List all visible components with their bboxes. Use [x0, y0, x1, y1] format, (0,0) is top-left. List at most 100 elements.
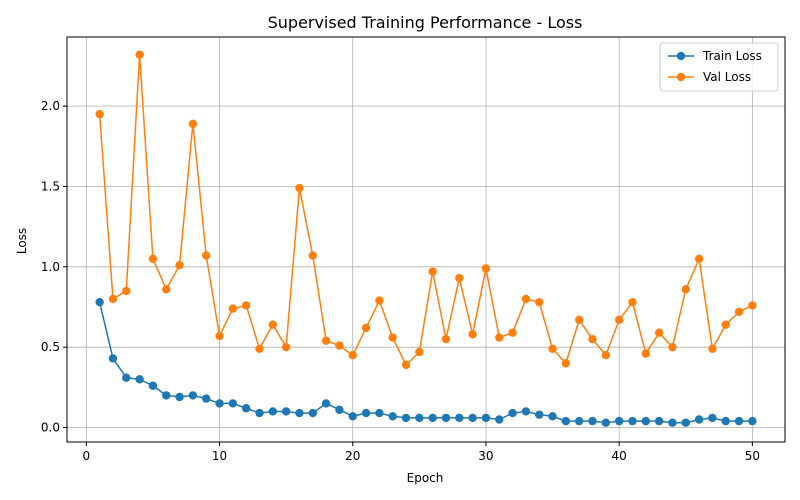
- series-line: [98, 302, 753, 424]
- data-point: [135, 375, 144, 384]
- x-axis-label: Epoch: [407, 471, 444, 485]
- data-point: [335, 405, 344, 415]
- data-point: [628, 297, 637, 307]
- x-tick-label: 40: [612, 449, 627, 463]
- data-point: [268, 407, 278, 416]
- data-point: [175, 392, 184, 402]
- data-point: [708, 413, 717, 423]
- data-point: [455, 413, 464, 423]
- data-point: [308, 251, 317, 260]
- y-tick-label: 0.5: [41, 340, 60, 354]
- data-point: [721, 416, 730, 426]
- data-point: [401, 413, 411, 423]
- y-axis-label: Loss: [15, 228, 29, 254]
- data-point: [415, 413, 424, 423]
- data-point: [295, 183, 304, 193]
- data-point: [721, 320, 730, 329]
- data-point: [681, 285, 690, 294]
- data-point: [614, 315, 624, 325]
- data-point: [122, 373, 131, 382]
- data-point: [295, 408, 304, 418]
- data-point: [535, 297, 544, 307]
- data-point: [508, 328, 517, 337]
- data-point: [668, 342, 677, 352]
- data-point: [162, 391, 171, 400]
- data-point: [241, 301, 251, 310]
- legend-label: Val Loss: [703, 70, 751, 84]
- y-tick-label: 2.0: [41, 99, 60, 113]
- data-point: [455, 273, 464, 283]
- data-point: [468, 413, 477, 423]
- data-point: [321, 336, 331, 345]
- data-point: [148, 254, 158, 263]
- data-point: [122, 286, 131, 296]
- data-point: [348, 351, 357, 360]
- data-point: [588, 334, 597, 344]
- legend-swatch-marker: [676, 51, 686, 61]
- data-point: [468, 330, 477, 339]
- plot-area-frame: [66, 36, 786, 443]
- data-point: [215, 331, 224, 341]
- data-point: [601, 351, 611, 360]
- y-tick-label: 0.0: [41, 421, 60, 435]
- data-point: [641, 416, 650, 426]
- data-point: [734, 416, 744, 426]
- data-point: [601, 418, 611, 427]
- y-tick-label: 1.5: [41, 179, 60, 193]
- grid: [67, 37, 785, 442]
- data-point: [548, 412, 557, 421]
- data-point: [535, 410, 544, 419]
- data-point: [95, 109, 104, 119]
- data-point: [148, 381, 158, 390]
- data-point: [734, 307, 744, 317]
- x-tick-label: 30: [478, 449, 493, 463]
- data-point: [654, 416, 664, 426]
- data-point: [388, 333, 397, 342]
- data-point: [228, 304, 238, 313]
- x-axis: 0 10 20 30 40 50: [82, 442, 760, 463]
- data-point: [321, 399, 331, 408]
- data-point: [361, 323, 371, 333]
- data-point: [375, 296, 384, 305]
- data-point: [614, 416, 624, 426]
- data-point: [574, 315, 584, 325]
- data-point: [748, 301, 757, 310]
- series-val-loss: [95, 50, 757, 370]
- data-point: [335, 341, 344, 350]
- data-point: [401, 360, 411, 370]
- data-point: [694, 254, 704, 263]
- data-point: [281, 407, 291, 416]
- data-point: [108, 354, 118, 363]
- data-point: [95, 297, 104, 307]
- x-tick-label: 0: [82, 449, 90, 463]
- data-point: [481, 264, 491, 273]
- series-layer: [95, 50, 757, 427]
- data-point: [241, 404, 251, 413]
- legend-swatch-marker: [676, 72, 686, 82]
- data-point: [628, 416, 637, 426]
- data-point: [668, 418, 677, 427]
- data-point: [508, 408, 517, 418]
- data-point: [215, 399, 224, 408]
- y-axis: 0.0 0.5 1.0 1.5 2.0: [41, 99, 67, 435]
- data-point: [495, 333, 504, 342]
- data-point: [135, 50, 144, 59]
- data-point: [748, 416, 757, 426]
- data-point: [281, 342, 291, 352]
- data-point: [162, 285, 171, 294]
- data-point: [188, 119, 198, 128]
- data-point: [255, 408, 264, 418]
- data-point: [202, 251, 211, 260]
- data-point: [108, 294, 118, 304]
- data-point: [441, 334, 451, 344]
- data-point: [548, 344, 557, 353]
- data-point: [561, 416, 571, 426]
- data-point: [348, 412, 357, 421]
- y-tick-label: 1.0: [41, 260, 60, 274]
- legend-box: [659, 42, 779, 92]
- data-point: [654, 328, 664, 337]
- data-point: [521, 407, 531, 416]
- data-point: [521, 294, 531, 304]
- x-tick-label: 50: [745, 449, 760, 463]
